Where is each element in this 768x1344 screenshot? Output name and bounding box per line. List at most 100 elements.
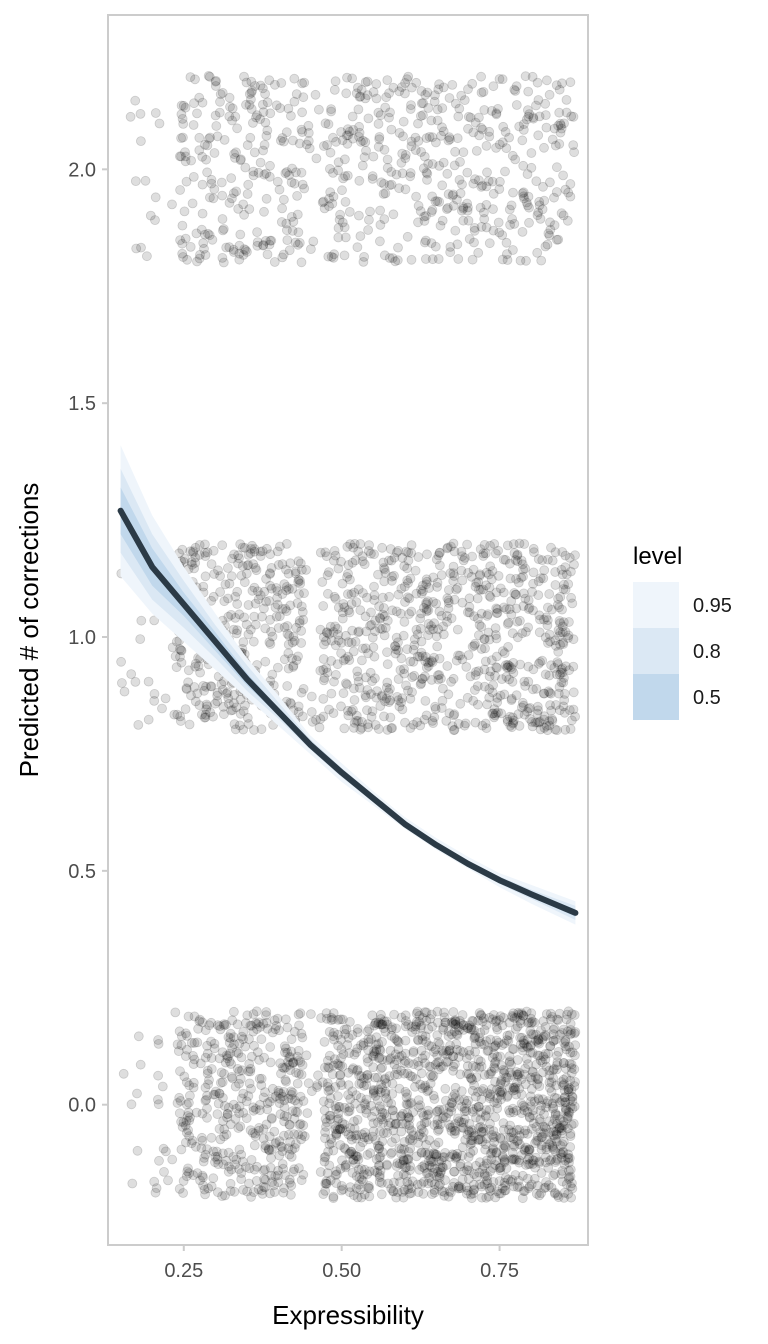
scatter-point <box>180 1028 191 1039</box>
scatter-point <box>354 92 365 102</box>
scatter-point <box>353 676 364 687</box>
scatter-point <box>492 1186 502 1197</box>
scatter-point <box>255 551 266 561</box>
scatter-point <box>234 609 245 620</box>
scatter-point <box>427 205 438 215</box>
scatter-point <box>382 75 393 85</box>
scatter-point <box>225 101 235 112</box>
scatter-point <box>200 709 211 720</box>
scatter-point <box>549 220 560 231</box>
scatter-point <box>551 640 561 651</box>
scatter-point <box>396 157 407 168</box>
scatter-point <box>430 1059 441 1070</box>
scatter-point <box>230 724 241 735</box>
scatter-point <box>550 635 561 646</box>
scatter-point <box>452 133 463 144</box>
scatter-point <box>183 1125 194 1136</box>
scatter-point <box>565 179 576 189</box>
scatter-point <box>327 1069 338 1080</box>
scatter-point <box>340 171 351 182</box>
scatter-point <box>366 619 377 630</box>
scatter-point <box>533 130 544 141</box>
scatter-point <box>377 542 388 553</box>
scatter-point <box>294 618 305 629</box>
scatter-point <box>497 74 508 85</box>
scatter-point <box>489 712 500 723</box>
scatter-point <box>427 657 438 667</box>
scatter-point <box>521 627 531 637</box>
scatter-point <box>462 692 473 703</box>
scatter-point <box>481 723 492 733</box>
scatter-point <box>347 704 358 715</box>
scatter-point <box>482 167 492 178</box>
scatter-point <box>150 108 161 118</box>
scatter-point <box>344 607 355 618</box>
scatter-point <box>212 131 223 142</box>
scatter-point <box>493 707 503 718</box>
scatter-point <box>204 230 215 241</box>
scatter-point <box>296 1069 307 1080</box>
scatter-point <box>431 598 442 609</box>
scatter-point <box>417 674 428 684</box>
scatter-point <box>501 671 512 682</box>
scatter-point <box>508 187 518 198</box>
scatter-point <box>494 176 505 187</box>
scatter-point <box>534 111 545 122</box>
scatter-point <box>231 702 242 713</box>
scatter-point <box>352 666 363 677</box>
scatter-point <box>228 188 239 199</box>
scatter-point <box>270 602 281 613</box>
scatter-point <box>208 193 219 204</box>
scatter-point <box>326 1015 337 1025</box>
scatter-point <box>202 701 213 712</box>
scatter-point <box>336 127 347 137</box>
scatter-point <box>559 579 569 590</box>
scatter-point <box>326 106 337 117</box>
scatter-point <box>503 642 514 652</box>
scatter-point <box>200 250 211 260</box>
scatter-point <box>403 685 413 696</box>
scatter-point <box>205 132 216 143</box>
scatter-point <box>354 131 364 142</box>
scatter-point <box>260 117 271 128</box>
scatter-point <box>453 111 464 122</box>
scatter-point <box>570 550 580 561</box>
scatter-point <box>517 188 528 199</box>
scatter-point <box>462 167 473 178</box>
scatter-point <box>450 225 461 236</box>
scatter-point <box>303 127 314 138</box>
scatter-point <box>204 1020 215 1031</box>
scatter-point <box>477 124 488 135</box>
scatter-point <box>297 78 308 89</box>
scatter-point <box>311 153 322 164</box>
scatter-point <box>325 1110 336 1121</box>
scatter-point <box>426 656 437 666</box>
scatter-point <box>562 215 573 226</box>
scatter-point <box>503 1132 514 1143</box>
scatter-point <box>202 1103 212 1114</box>
scatter-point <box>549 1114 560 1125</box>
scatter-point <box>195 249 205 260</box>
scatter-point <box>257 83 268 94</box>
scatter-point <box>497 646 508 657</box>
scatter-point <box>249 544 260 554</box>
scatter-point <box>315 714 326 724</box>
scatter-point <box>490 1040 501 1051</box>
scatter-point <box>445 247 456 258</box>
scatter-point <box>501 143 512 154</box>
scatter-point <box>430 196 441 207</box>
scatter-point <box>415 679 426 690</box>
scatter-point <box>265 235 276 246</box>
scatter-point <box>416 678 427 689</box>
scatter-point <box>213 565 223 576</box>
scatter-point <box>295 1008 306 1019</box>
scatter-point <box>415 613 426 624</box>
scatter-point <box>201 681 211 692</box>
scatter-point <box>163 1175 173 1186</box>
scatter-point <box>369 549 379 560</box>
scatter-point <box>203 1079 214 1090</box>
scatter-point <box>453 1052 464 1062</box>
scatter-point <box>223 693 234 704</box>
scatter-point <box>306 707 317 717</box>
scatter-point <box>380 1026 391 1037</box>
